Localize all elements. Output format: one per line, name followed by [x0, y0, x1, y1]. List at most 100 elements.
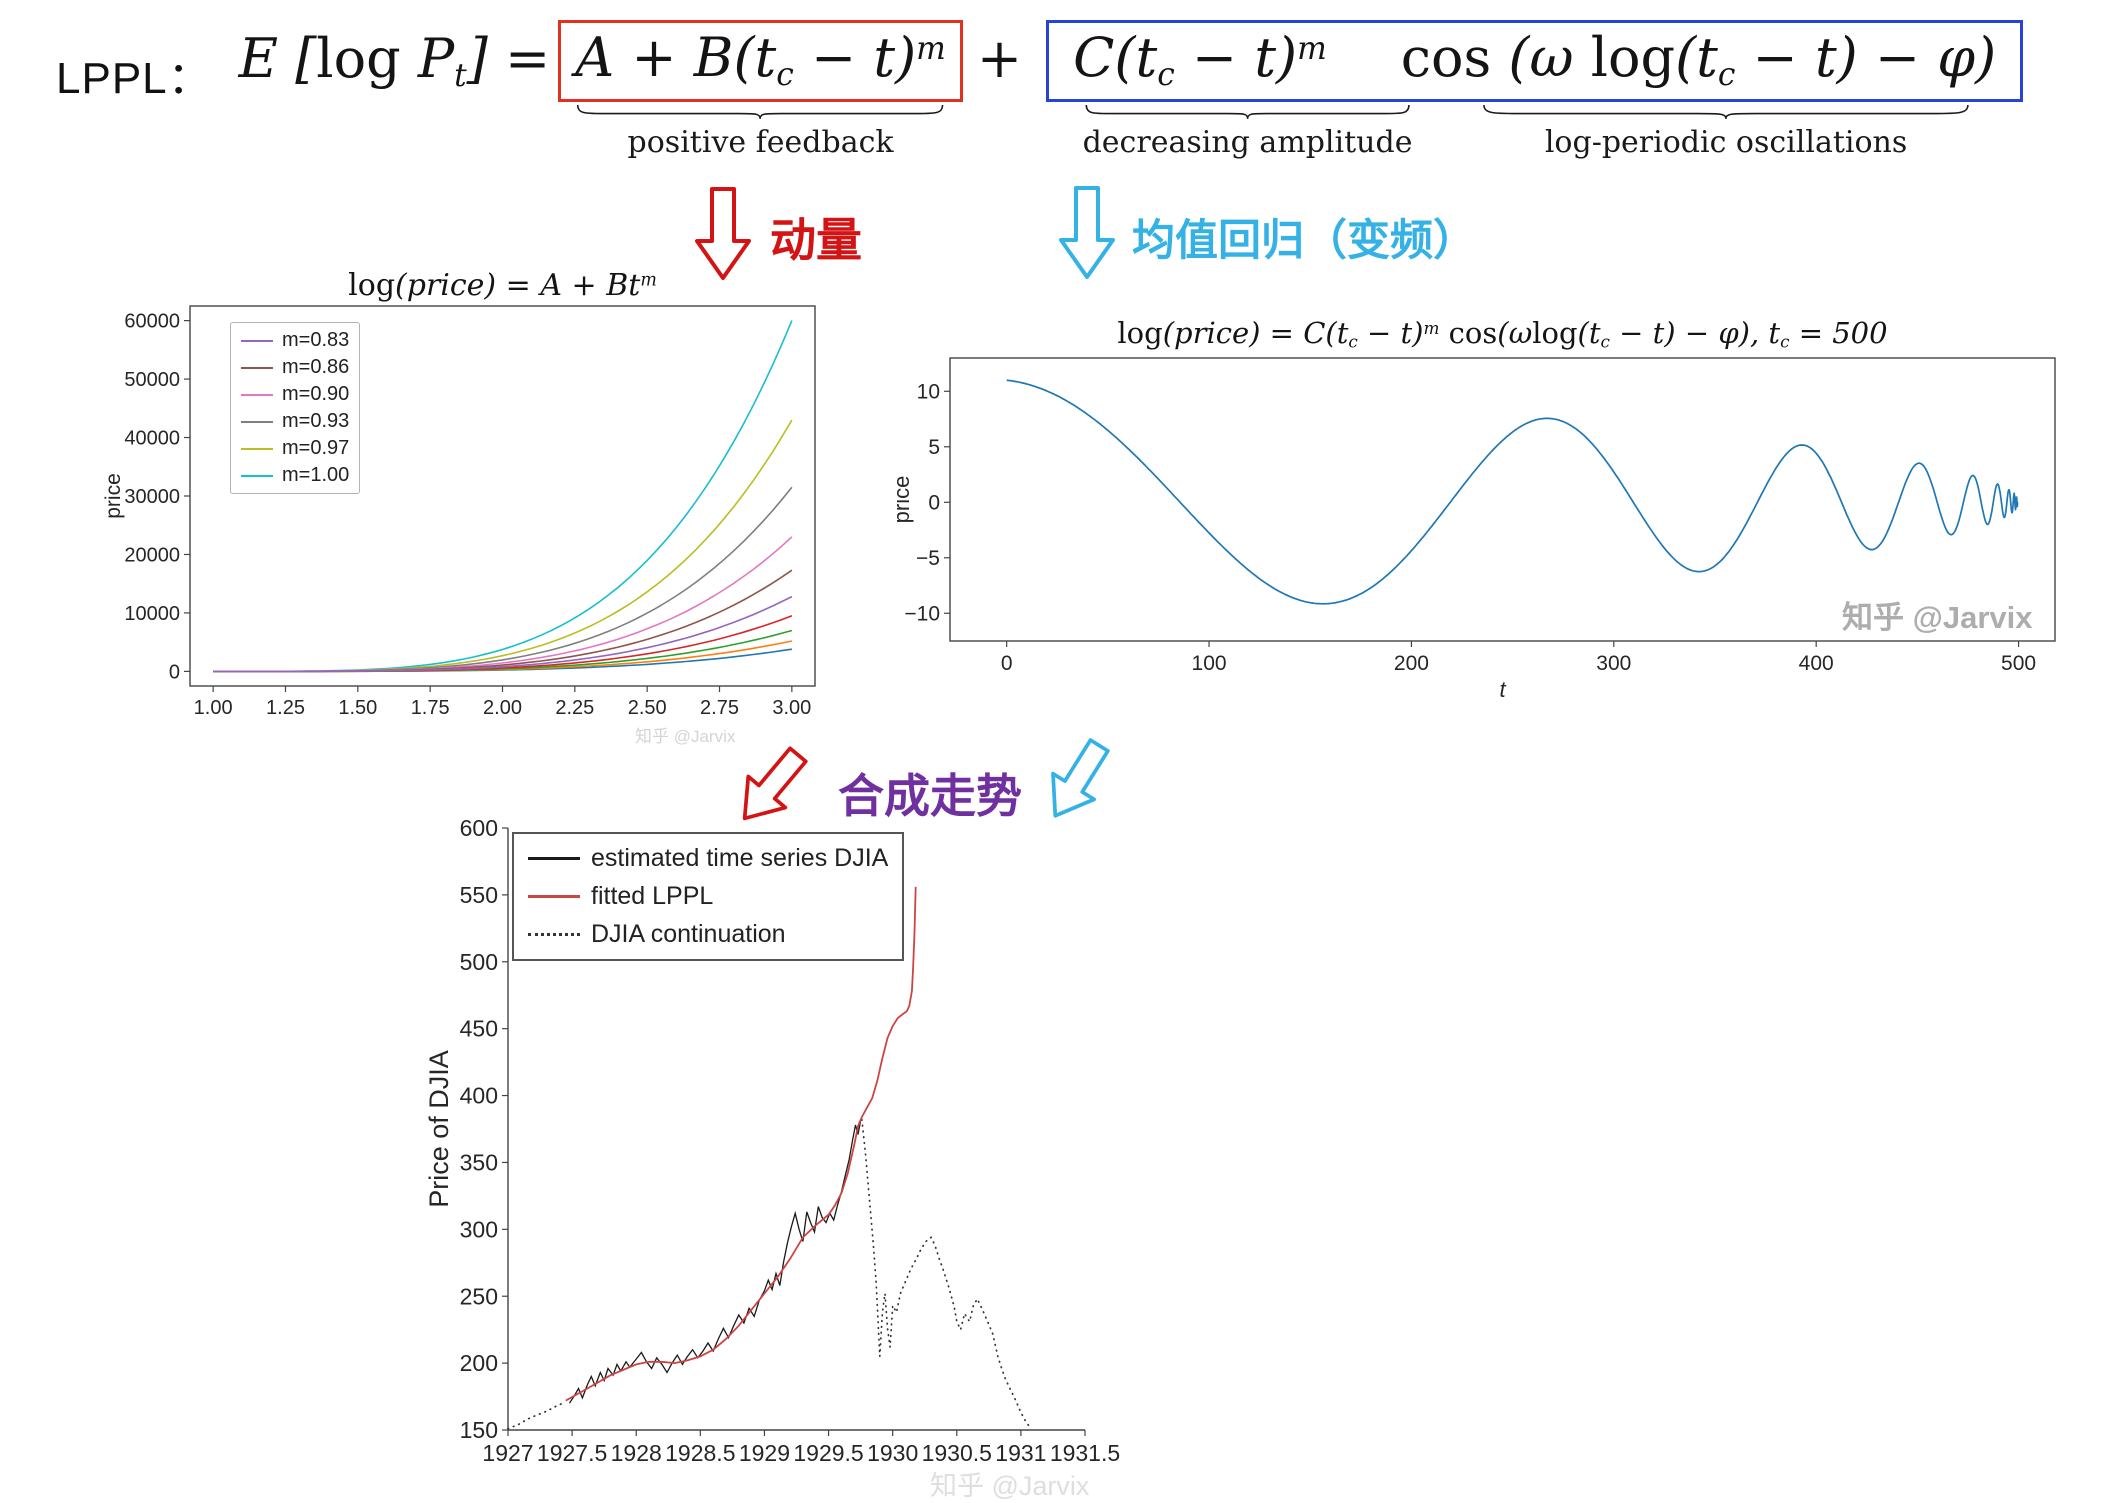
- tick-label: 100: [1192, 652, 1227, 675]
- mean-reversion-label: 均值回归（变频）: [1132, 217, 1476, 265]
- tick-label: 30000: [124, 486, 180, 508]
- math-script: c: [1717, 56, 1736, 93]
- diagonal-arrow-icon: [1051, 738, 1110, 818]
- amplitude-caption-group: decreasing amplitude: [1056, 102, 1439, 160]
- math-text: − t): [1357, 316, 1424, 350]
- legend-label: DJIA continuation: [591, 920, 786, 948]
- tick-label: 2.50: [628, 697, 667, 719]
- tick-label: −5: [916, 547, 940, 570]
- tick-label: 0: [1001, 652, 1013, 675]
- tick-label: 300: [460, 1216, 498, 1242]
- tick-label: 350: [460, 1149, 498, 1175]
- tick-label: 60000: [124, 311, 180, 333]
- legend-line-sample: [528, 933, 580, 936]
- math-text: log: [1117, 316, 1163, 350]
- legend-entry: m=0.93: [241, 410, 349, 433]
- tick-label: 1930.5: [922, 1440, 992, 1466]
- math-text: A + B(t: [575, 26, 777, 89]
- oscillation-plot: 0 100 200 300 400 500 −10 −5 0 5 10 price t: [895, 357, 2056, 701]
- tick-label: 3.00: [772, 697, 811, 719]
- legend-entry: estimated time series DJIA: [528, 844, 888, 873]
- cosine-part: cos (ω log(tc − t) − φ): [1401, 26, 1996, 93]
- math-text: (price) = C(t: [1162, 316, 1349, 350]
- math-script: c: [1780, 331, 1790, 352]
- oscillation-chart: log(price) = C(tc − t)m cos(ωlog(tc − t)…: [895, 316, 2110, 701]
- tick-label: 1931.5: [1050, 1440, 1120, 1466]
- series-line: [568, 1120, 862, 1404]
- tick-label: 0: [928, 492, 940, 515]
- legend-line-sample: [241, 474, 273, 477]
- amplitude-caption: decreasing amplitude: [1082, 124, 1413, 160]
- tick-label: 1.00: [194, 697, 233, 719]
- oscillation-group: C(tc − t)m cos (ω log(tc − t) − φ) decre…: [1046, 20, 2024, 160]
- down-arrow-icon: [1059, 186, 1115, 279]
- legend-entry: m=0.97: [241, 437, 349, 460]
- power-law-chart: log(price) = A + Btm 1.00 1.25 1.50 1.75 2.0…: [100, 266, 845, 736]
- positive-feedback-group: A + B(tc − t)m positive feedback: [558, 20, 963, 160]
- tick-label: 1927: [482, 1440, 533, 1466]
- math-script: c: [1348, 331, 1358, 352]
- lppl-label: LPPL：: [56, 54, 213, 103]
- tick-label: 40000: [124, 428, 180, 450]
- tick-label: −10: [904, 603, 940, 626]
- tick-label: 200: [1394, 652, 1429, 675]
- tick-label: 1.25: [266, 697, 305, 719]
- math-script: t: [454, 57, 467, 94]
- legend-line-sample: [241, 420, 273, 423]
- legend-label: m=0.93: [282, 410, 350, 432]
- legend-line-sample: [241, 393, 273, 396]
- math-text: C(t: [1073, 26, 1158, 89]
- legend-entry: m=0.83: [241, 329, 349, 352]
- series-line: [1006, 379, 2019, 605]
- legend-label: fitted LPPL: [591, 882, 714, 910]
- tick-label: 1.75: [411, 697, 450, 719]
- lppl-formula: LPPL： E [log Pt] = A + B(tc − t)m positi…: [56, 20, 2024, 160]
- tick-label: 600: [460, 815, 498, 841]
- axes: 1.00 1.25 1.50 1.75 2.00 2.25 2.50 2.75 3.00 0 100…: [102, 305, 816, 719]
- tick-label: 2.75: [700, 697, 739, 719]
- legend: m=0.83 m=0.86 m=0.90 m=0.93 m=0.97 m=1.00: [230, 322, 361, 494]
- axes: 1927 1927.5 1928 1928.5 1929 1929.5 1930 1930.5…: [424, 815, 1120, 1466]
- legend-line-sample: [241, 366, 273, 369]
- legend-line-sample: [241, 339, 273, 342]
- power-law-plot: 1.00 1.25 1.50 1.75 2.00 2.25 2.50 2.75 3.00 0 100…: [102, 305, 816, 719]
- oscillations-caption: log-periodic oscillations: [1544, 124, 1908, 160]
- legend-entry: m=0.86: [241, 356, 349, 379]
- math-script: m: [1297, 30, 1327, 67]
- y-axis-label: price: [895, 476, 914, 524]
- math-text: (ω: [1491, 26, 1591, 89]
- math-text: ] =: [466, 27, 551, 90]
- tick-label: 400: [460, 1083, 498, 1109]
- tick-label: 550: [460, 882, 498, 908]
- underbrace-icon: [1083, 105, 1412, 120]
- legend-entry: fitted LPPL: [528, 882, 888, 911]
- legend-label: m=0.90: [282, 383, 350, 405]
- watermark: 知乎 @Jarvix: [1842, 600, 2033, 635]
- tick-label: 1.50: [338, 697, 377, 719]
- tick-label: 1931: [995, 1440, 1046, 1466]
- legend-entry: m=0.90: [241, 383, 349, 406]
- math-script: m: [640, 270, 657, 291]
- formula-lhs: E [log Pt] =: [239, 27, 551, 94]
- math-text: E [: [238, 27, 317, 90]
- axes: 0 100 200 300 400 500 −10 −5 0 5 10 price t: [895, 357, 2056, 701]
- tick-label: 400: [1799, 652, 1834, 675]
- momentum-label: 动量: [770, 214, 862, 266]
- chart-title: log(price) = C(tc − t)m cos(ωlog(tc − t)…: [950, 316, 2055, 352]
- tick-label: 5: [928, 436, 940, 459]
- oscillation-term: C(tc − t)m cos (ω log(tc − t) − φ): [1046, 20, 2024, 102]
- legend-label: m=0.83: [282, 329, 350, 351]
- tick-label: 250: [460, 1283, 498, 1309]
- x-axis-label: t: [1499, 677, 1506, 701]
- series-line: [213, 486, 793, 673]
- tick-label: 1929: [739, 1440, 790, 1466]
- tick-label: 500: [460, 949, 498, 975]
- positive-feedback-caption: positive feedback: [627, 124, 894, 160]
- tick-label: 1928: [611, 1440, 662, 1466]
- legend-entry: DJIA continuation: [528, 920, 888, 949]
- math-text: − t): [793, 26, 917, 89]
- series-line: [861, 1118, 1032, 1430]
- tick-label: 10: [917, 381, 940, 404]
- tick-label: 2.25: [555, 697, 594, 719]
- math-text: log: [348, 268, 396, 303]
